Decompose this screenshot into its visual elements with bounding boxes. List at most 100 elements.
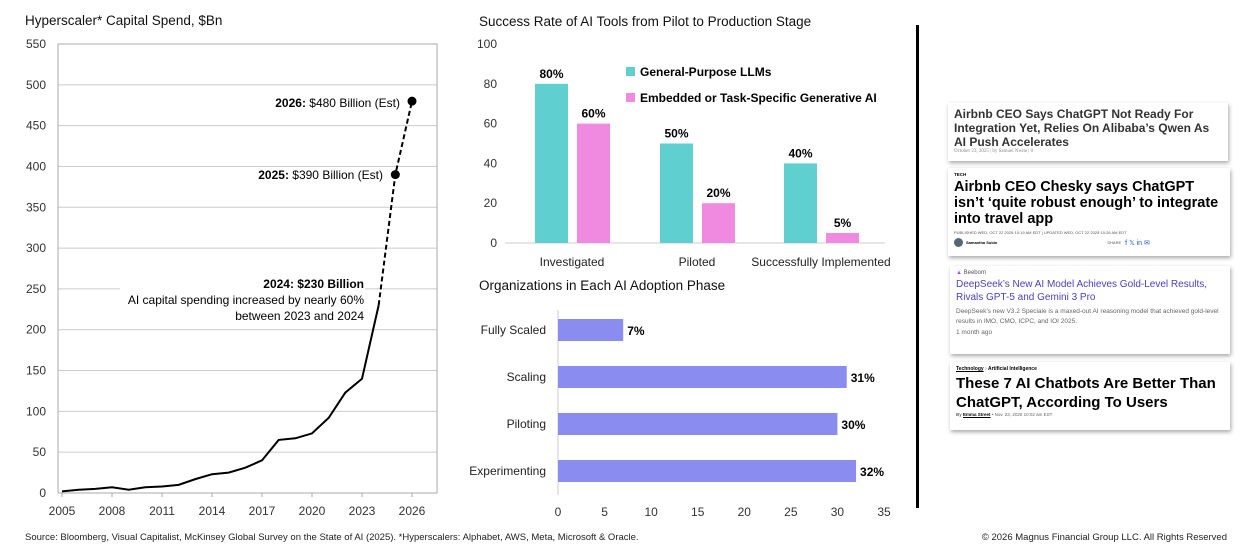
bar-0-2 bbox=[784, 163, 817, 243]
x-tick-label: 30 bbox=[831, 505, 845, 519]
breadcrumb-ai[interactable]: Artificial Intelligence bbox=[987, 366, 1037, 372]
bar-data-label: 80% bbox=[539, 67, 563, 81]
footer-copyright: © 2026 Magnus Financial Group LLC. All R… bbox=[981, 532, 1227, 543]
hbar-data-label: 7% bbox=[627, 324, 645, 338]
y-tick-label: 40 bbox=[484, 156, 498, 170]
x-tick-label: 2017 bbox=[249, 504, 276, 518]
x-tick-label: 2011 bbox=[149, 504, 175, 518]
capex-line-chart: 0 50 100 150 200 250 300 350 400 450 500 550 2005 200… bbox=[26, 37, 438, 518]
hbar-data-label: 30% bbox=[841, 418, 865, 432]
author: Samantha Subin bbox=[966, 240, 998, 245]
y-tick-label: 550 bbox=[26, 37, 46, 51]
x-tick-label: 2005 bbox=[49, 504, 76, 518]
annotation-text: $480 Billion (Est) bbox=[306, 96, 400, 110]
y-tick-label: 20 bbox=[484, 196, 498, 210]
news-headline: Airbnb CEO Says ChatGPT Not Ready For In… bbox=[954, 107, 1210, 149]
share-icons[interactable]: f 𝕏 in ✉ bbox=[1125, 239, 1150, 247]
hbar-0 bbox=[558, 319, 624, 341]
y-tick-label: 400 bbox=[26, 159, 46, 173]
bar-0-0 bbox=[535, 83, 568, 243]
annotation-text: $390 Billion (Est) bbox=[289, 168, 383, 182]
y-tick-label: 200 bbox=[26, 323, 46, 337]
news-source: Beebom bbox=[963, 270, 986, 276]
line-chart-title: Hyperscaler* Capital Spend, $Bn bbox=[25, 13, 223, 28]
y-tick-label: 0 bbox=[39, 486, 46, 500]
y-tick-label: 350 bbox=[26, 200, 46, 214]
y-tick-label: 450 bbox=[26, 119, 46, 133]
x-tick-label: 2026 bbox=[399, 504, 426, 518]
bar-data-label: 50% bbox=[664, 127, 688, 141]
divider bbox=[916, 25, 919, 508]
x-tick-label: 2020 bbox=[299, 504, 326, 518]
y-category-label: Piloting bbox=[507, 417, 546, 431]
news-tag: TECH bbox=[954, 172, 967, 177]
y-tick-label: 500 bbox=[26, 78, 46, 92]
y-tick-label: 100 bbox=[477, 37, 497, 51]
y-tick-label: 50 bbox=[33, 445, 47, 459]
annotation-2025: 2025: $390 Billion (Est) bbox=[258, 168, 383, 182]
y-category-label: Scaling bbox=[507, 370, 546, 384]
plot-frame bbox=[57, 43, 438, 494]
news-time: 1 month ago bbox=[956, 329, 993, 336]
annotation-2024-line: AI capital spending increased by nearly … bbox=[128, 293, 364, 307]
x-tick-label: 2014 bbox=[199, 504, 226, 518]
bar-data-label: 40% bbox=[788, 146, 812, 160]
annotation-bold: 2025: bbox=[258, 168, 289, 182]
x-tick-label: 0 bbox=[555, 505, 562, 519]
x-category-label: Successfully Implemented bbox=[751, 255, 890, 269]
hbar-1 bbox=[558, 366, 847, 388]
y-category-label: Fully Scaled bbox=[481, 323, 546, 337]
annotation-bg bbox=[240, 164, 380, 166]
news-headline: These 7 AI Chatbots Are Better Than Chat… bbox=[956, 375, 1216, 411]
bar-data-label: 5% bbox=[834, 216, 852, 230]
y-tick-label: 250 bbox=[26, 282, 46, 296]
breadcrumb-technology[interactable]: Technology bbox=[956, 366, 984, 372]
legend-swatch bbox=[626, 67, 635, 76]
x-category-label: Piloted bbox=[679, 255, 716, 269]
annotation-2026: 2026: $480 Billion (Est) bbox=[275, 96, 400, 110]
author[interactable]: Emma Street bbox=[963, 412, 991, 417]
x-tick-label: 20 bbox=[738, 505, 752, 519]
news-meta: October 23, 2025 | by Samuel Nwite | 0 bbox=[954, 149, 1034, 154]
bar-1-0 bbox=[577, 123, 610, 243]
news-headline: DeepSeek’s New AI Model Achieves Gold-Le… bbox=[956, 279, 1208, 303]
y-tick-label: 60 bbox=[484, 117, 498, 131]
data-point-2025 bbox=[390, 170, 400, 180]
legend-label: General-Purpose LLMs bbox=[640, 65, 772, 79]
news-card-1[interactable]: Airbnb CEO Says ChatGPT Not Ready For In… bbox=[948, 103, 1228, 161]
x-tick-label: 35 bbox=[877, 505, 891, 519]
legend-label: Embedded or Task-Specific Generative AI bbox=[640, 91, 877, 105]
hbar-data-label: 31% bbox=[851, 371, 875, 385]
news-card-2[interactable]: TECH Airbnb CEO Chesky says ChatGPT isn’… bbox=[948, 168, 1230, 256]
by-label: By bbox=[956, 412, 962, 417]
annotation-2024-line: between 2023 and 2024 bbox=[235, 309, 364, 323]
bar-data-label: 20% bbox=[706, 186, 730, 200]
x-tick-label: 25 bbox=[784, 505, 798, 519]
news-meta: PUBLISHED WED, OCT 22 2025·10:19 AM EDT … bbox=[954, 230, 1127, 235]
hbar-data-label: 32% bbox=[860, 465, 884, 479]
x-tick-label: 2008 bbox=[99, 504, 126, 518]
avatar bbox=[954, 238, 963, 247]
news-card-3[interactable]: ▲ Beebom DeepSeek’s New AI Model Achieve… bbox=[950, 266, 1230, 354]
annotation-bg bbox=[120, 287, 365, 290]
footer-source: Source: Bloomberg, Visual Capitalist, Mc… bbox=[25, 532, 639, 543]
legend-swatch bbox=[626, 93, 635, 102]
adoption-hbar-chart: 0 5 10 15 20 25 30 35 Fully Scaled 7% Scaling 31% Pi… bbox=[469, 310, 891, 519]
x-category-label: Investigated bbox=[540, 255, 605, 269]
x-tick-label: 5 bbox=[601, 505, 608, 519]
series-line-dashed bbox=[377, 100, 413, 306]
share-label: SHARE bbox=[1107, 240, 1122, 245]
annotation-bold: 2026: bbox=[275, 96, 306, 110]
annotation-2024-title: 2024: $230 Billion bbox=[263, 277, 364, 291]
x-tick-label: 2023 bbox=[349, 504, 376, 518]
y-tick-label: 0 bbox=[490, 236, 497, 250]
news-card-4[interactable]: Technology › Artificial Intelligence The… bbox=[950, 362, 1230, 430]
bar-chart-title: Success Rate of AI Tools from Pilot to P… bbox=[479, 14, 812, 29]
y-category-label: Experimenting bbox=[469, 464, 546, 478]
y-tick-label: 100 bbox=[26, 404, 46, 418]
hbar-chart-title: Organizations in Each AI Adoption Phase bbox=[479, 278, 726, 293]
data-point-2026 bbox=[407, 96, 417, 106]
bar-1-1 bbox=[702, 203, 735, 243]
bar-data-label: 60% bbox=[581, 107, 605, 121]
x-tick-label: 10 bbox=[644, 505, 658, 519]
